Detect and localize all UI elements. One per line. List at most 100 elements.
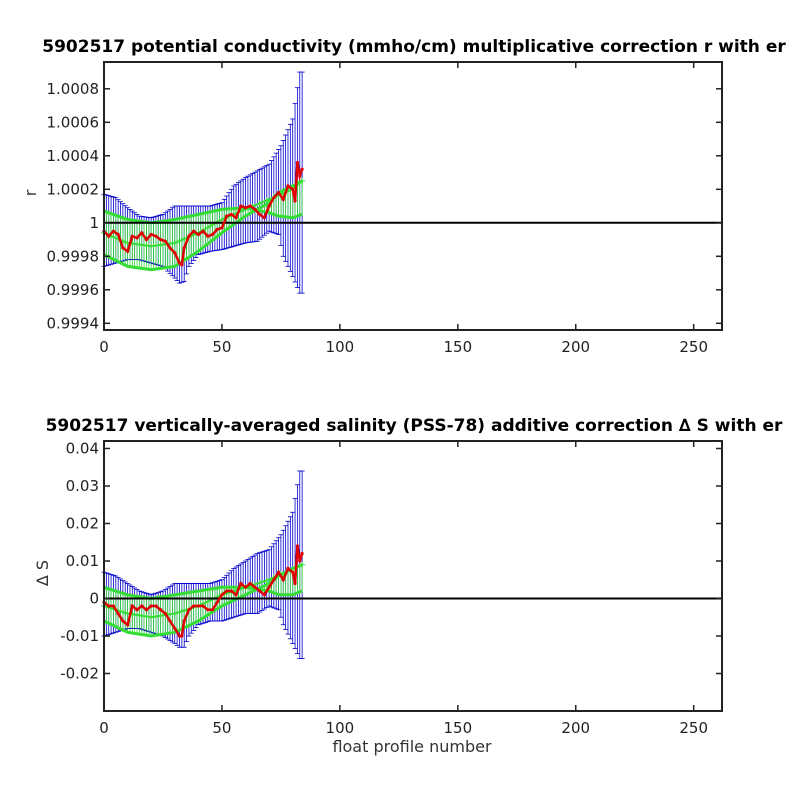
conductivity-x-tick-label: 250 (679, 338, 708, 356)
salinity-correction-point (293, 581, 297, 586)
conductivity-fit-point (150, 242, 157, 249)
salinity-y-tick-label: 0.02 (66, 515, 99, 533)
salinity-correction-point (196, 604, 200, 608)
y-axis-label-salinity: ∆ S (33, 560, 52, 587)
conductivity-correction-point (281, 197, 285, 201)
chart-title-conductivity: 5902517 potential conductivity (mmho/cm)… (42, 37, 786, 57)
conductivity-correction-point (258, 212, 262, 217)
conductivity-correction-point (159, 237, 163, 242)
conductivity-correction-point (225, 214, 229, 218)
conductivity-plot-area (101, 71, 722, 294)
conductivity-correction-point (125, 249, 130, 253)
conductivity-fit-point (136, 241, 143, 248)
salinity-y-tick-label: 0.04 (66, 440, 99, 458)
salinity-fit-point (256, 579, 263, 586)
conductivity-x-tick-label: 50 (212, 338, 231, 356)
conductivity-correction-point (107, 234, 111, 238)
conductivity-x-tick-label: 0 (99, 338, 109, 356)
conductivity-correction-line (103, 162, 304, 267)
salinity-correction-point (239, 581, 243, 586)
salinity-plot-area (101, 470, 722, 659)
salinity-fit-point (143, 613, 150, 620)
conductivity-correction-point (262, 216, 266, 220)
salinity-correction-point (130, 604, 134, 608)
salinity-fit-point (299, 561, 306, 568)
salinity-correction-point (163, 611, 167, 616)
salinity-correction-point (107, 604, 111, 608)
salinity-correction-point (286, 566, 290, 571)
salinity-correction-point (111, 604, 116, 608)
salinity-y-tick-label: 0.03 (66, 477, 99, 495)
conductivity-correction-point (173, 251, 177, 255)
conductivity-correction-point (168, 246, 172, 250)
salinity-correction-point (234, 593, 238, 597)
salinity-fit-point (263, 577, 270, 584)
conductivity-fit-point (299, 177, 306, 184)
x-axis-label-salinity: float profile number (332, 737, 492, 756)
salinity-correction-point (154, 604, 158, 608)
conductivity-correction-point (163, 239, 167, 243)
salinity-correction-point (300, 551, 304, 556)
conductivity-fit-error-lower-line (103, 179, 303, 272)
salinity-fit-point (150, 613, 157, 620)
conductivity-x-tick-label: 100 (326, 338, 355, 356)
conductivity-correction-point (293, 199, 297, 203)
conductivity-y-tick-label: 0.9996 (47, 281, 100, 299)
conductivity-fit-point (178, 236, 185, 243)
salinity-x-tick-label: 100 (326, 719, 355, 737)
salinity-correction-point (173, 626, 177, 631)
salinity-correction-point (206, 608, 210, 612)
salinity-correction-point (215, 600, 219, 604)
salinity-correction-point (253, 585, 257, 589)
salinity-correction-point (291, 570, 295, 574)
salinity-x-tick-label: 50 (212, 719, 231, 737)
conductivity-correction-point (243, 206, 248, 210)
conductivity-correction-point (215, 227, 219, 232)
salinity-fit-point (136, 612, 143, 619)
salinity-y-tick-label: 0.01 (66, 552, 99, 570)
salinity-x-tick-label: 0 (99, 719, 109, 737)
conductivity-fit-point (256, 200, 263, 207)
salinity-correction-point (121, 619, 125, 623)
conductivity-correction-point (144, 237, 149, 242)
conductivity-y-tick-label: 1 (89, 214, 99, 232)
conductivity-y-tick-label: 0.9998 (47, 247, 100, 265)
salinity-y-tick-label: -0.01 (60, 627, 99, 645)
conductivity-correction-point (272, 196, 276, 200)
conductivity-correction-point (220, 226, 224, 230)
salinity-correction-point (201, 604, 205, 608)
conductivity-correction-point (130, 234, 134, 238)
salinity-correction-point (225, 589, 229, 593)
panel-salinity: 5902517 vertically-averaged salinity (PS… (33, 416, 783, 756)
salinity-axes-box (103, 440, 723, 712)
salinity-correction-point (243, 585, 248, 589)
salinity-correction-point (192, 604, 196, 608)
salinity-x-tick-label: 150 (443, 719, 472, 737)
conductivity-y-tick-label: 1.0002 (47, 180, 100, 198)
conductivity-fit-point (171, 239, 178, 246)
conductivity-correction-point (201, 229, 205, 233)
salinity-fit-point (122, 609, 129, 616)
conductivity-y-tick-label: 1.0008 (47, 80, 100, 98)
conductivity-fit-point (263, 197, 270, 204)
salinity-correction-point (220, 593, 224, 597)
conductivity-correction-point (300, 167, 304, 171)
salinity-correction-point (267, 585, 271, 589)
panel-conductivity: 5902517 potential conductivity (mmho/cm)… (21, 37, 786, 356)
salinity-correction-point (180, 634, 184, 638)
salinity-correction-point (229, 589, 233, 593)
conductivity-correction-point (196, 232, 200, 237)
conductivity-correction-point (239, 204, 243, 208)
salinity-correction-point (135, 608, 139, 612)
conductivity-correction-point (210, 232, 215, 237)
conductivity-fit-error-upper-line (103, 206, 303, 225)
conductivity-correction-point (267, 204, 271, 208)
salinity-correction-point (258, 589, 262, 593)
conductivity-correction-point (291, 187, 295, 191)
conductivity-correction-point (149, 232, 153, 237)
conductivity-correction-point (121, 246, 125, 250)
salinity-correction-point (149, 604, 153, 608)
conductivity-correction-point (116, 232, 120, 237)
conductivity-correction-point (187, 234, 191, 238)
